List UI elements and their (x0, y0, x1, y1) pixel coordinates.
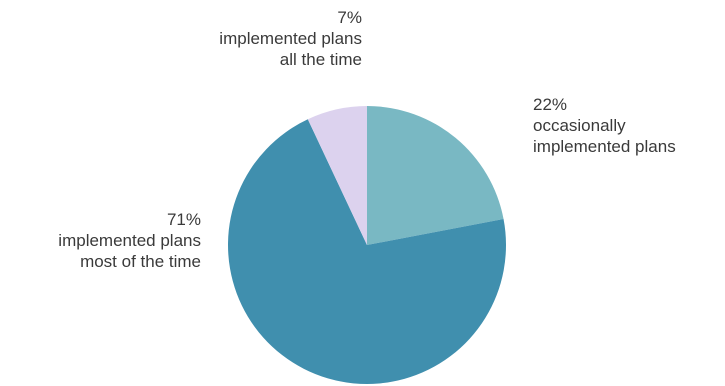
slice-category-label: implemented plans (533, 137, 676, 156)
slice-label-1: 71% implemented plans most of the time (58, 210, 201, 271)
slice-label-2: 7% implemented plans all the time (219, 8, 362, 69)
slice-category-label: all the time (280, 50, 362, 69)
slice-percent-label: 71% (167, 210, 201, 229)
pie-slice-2 (307, 106, 367, 245)
slice-label-0: 22% occasionally implemented plans (533, 95, 676, 156)
slice-percent-label: 7% (337, 8, 362, 27)
slice-category-label: implemented plans (219, 29, 362, 48)
slice-category-label: most of the time (80, 252, 201, 271)
slice-category-label: implemented plans (58, 231, 201, 250)
pie-slices (228, 106, 507, 385)
pie-labels: 22% occasionally implemented plans 71% imple… (58, 8, 675, 271)
pie-slice-0 (367, 106, 504, 245)
slice-category-label: occasionally (533, 116, 626, 135)
pie-slice-1 (228, 119, 507, 385)
slice-percent-label: 22% (533, 95, 567, 114)
